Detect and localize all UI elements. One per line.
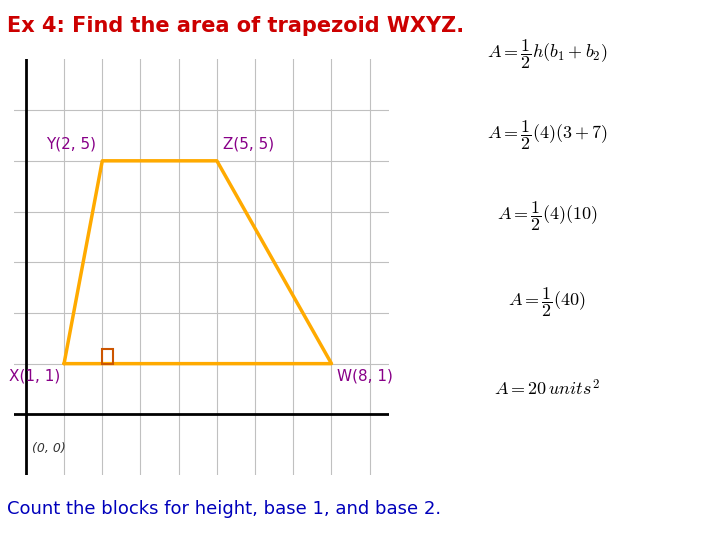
Text: $A = 20\,units^2$: $A = 20\,units^2$ xyxy=(495,379,600,399)
Text: $A = \dfrac{1}{2}(40)$: $A = \dfrac{1}{2}(40)$ xyxy=(508,286,586,319)
Text: W(8, 1): W(8, 1) xyxy=(337,369,393,384)
Text: $A = \dfrac{1}{2}(4)(10)$: $A = \dfrac{1}{2}(4)(10)$ xyxy=(497,199,598,233)
Text: Z(5, 5): Z(5, 5) xyxy=(222,137,274,152)
Text: Count the blocks for height, base 1, and base 2.: Count the blocks for height, base 1, and… xyxy=(7,501,441,518)
Text: X(1, 1): X(1, 1) xyxy=(9,369,60,384)
Text: (0, 0): (0, 0) xyxy=(32,442,66,455)
Text: Ex 4: Find the area of trapezoid WXYZ.: Ex 4: Find the area of trapezoid WXYZ. xyxy=(7,16,464,36)
Bar xyxy=(102,349,113,363)
Text: $A = \dfrac{1}{2}(4)(3 + 7)$: $A = \dfrac{1}{2}(4)(3 + 7)$ xyxy=(487,118,608,152)
Text: Y(2, 5): Y(2, 5) xyxy=(47,137,96,152)
Text: $A = \dfrac{1}{2}h(b_1 + b_2)$: $A = \dfrac{1}{2}h(b_1 + b_2)$ xyxy=(487,37,608,71)
